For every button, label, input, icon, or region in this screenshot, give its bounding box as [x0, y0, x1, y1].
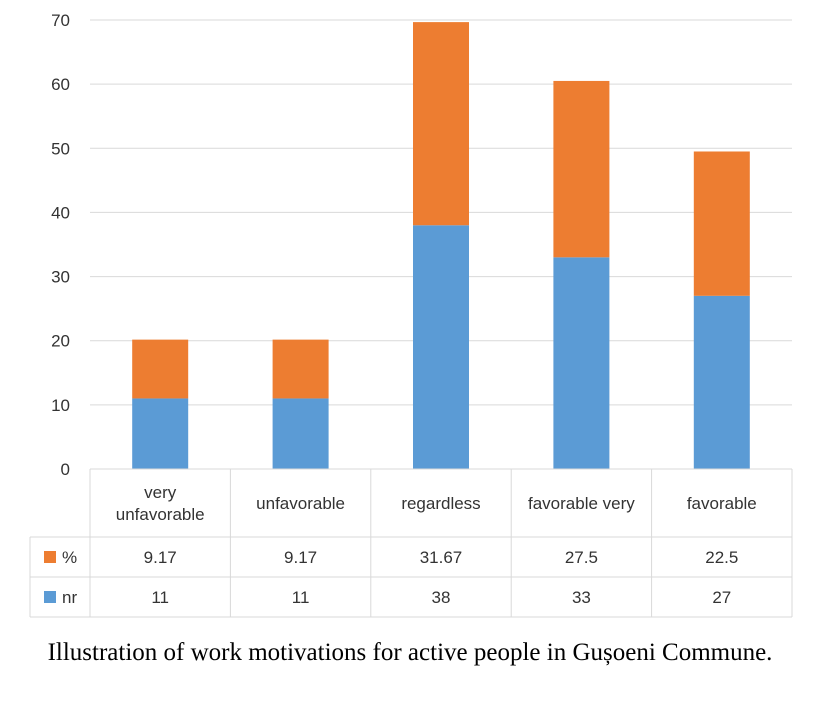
bars	[132, 22, 750, 469]
category-label: favorable	[687, 494, 757, 513]
table-cell-value: 22.5	[705, 548, 738, 567]
bar-pct	[272, 339, 329, 399]
stacked-bar-chart: 0 10 20 30 40 50 60 70 very unfavorable unfavorab…	[29, 11, 793, 618]
table-cell-value: 27	[712, 588, 731, 607]
y-axis-ticks: 0 10 20 30 40 50 60 70	[51, 11, 70, 479]
y-tick-label: 10	[51, 396, 70, 415]
y-tick-label: 50	[51, 139, 70, 158]
category-label: favorable very	[528, 494, 635, 513]
y-tick-label: 40	[51, 203, 70, 222]
bar-pct	[553, 80, 610, 258]
bar-nr	[693, 295, 750, 469]
category-label: very	[144, 483, 177, 502]
table-cell-value: 38	[432, 588, 451, 607]
figure-caption: Illustration of work motivations for act…	[47, 639, 773, 666]
y-tick-label: 60	[51, 75, 70, 94]
legend-label: nr	[62, 588, 77, 607]
bar-nr	[272, 398, 329, 469]
category-label: regardless	[401, 494, 480, 513]
data-table: very unfavorable unfavorable regardless favo…	[29, 468, 793, 618]
table-cell-value: 27.5	[565, 548, 598, 567]
bar-nr	[553, 257, 610, 469]
legend-swatch	[44, 551, 56, 563]
table-cell-value: 11	[292, 588, 310, 607]
bar-nr	[413, 225, 469, 469]
table-cell-value: 31.67	[420, 548, 463, 567]
category-label: unfavorable	[116, 505, 205, 524]
bar-pct	[693, 151, 750, 296]
table-cell-value: 9.17	[284, 548, 317, 567]
table-cell-value: 11	[151, 588, 169, 607]
table-cell-value: 9.17	[144, 548, 177, 567]
category-label: unfavorable	[256, 494, 345, 513]
y-tick-label: 30	[51, 268, 70, 287]
table-cell-value: 33	[572, 588, 591, 607]
legend-swatch	[44, 591, 56, 603]
y-tick-label: 0	[61, 460, 70, 479]
legend-label: %	[62, 548, 77, 567]
bar-pct	[413, 22, 469, 226]
bar-nr	[132, 398, 189, 469]
bar-pct	[132, 339, 189, 399]
y-tick-label: 20	[51, 332, 70, 351]
y-tick-label: 70	[51, 11, 70, 30]
